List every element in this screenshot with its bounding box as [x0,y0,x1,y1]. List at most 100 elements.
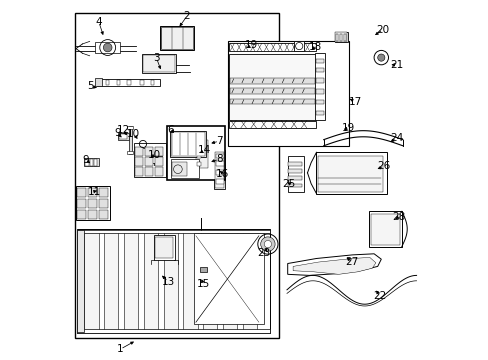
Bar [142,54,176,73]
Bar [77,230,269,233]
Bar [215,170,223,175]
Bar [88,210,97,219]
Bar [77,199,86,208]
Text: 19: 19 [244,40,257,50]
Bar [144,167,153,176]
Text: 26: 26 [377,161,390,171]
Text: 7: 7 [216,136,222,146]
Bar [196,162,201,166]
Bar [242,231,257,331]
Text: 28: 28 [392,212,405,222]
Text: 1: 1 [117,344,123,354]
Text: 18: 18 [308,42,322,52]
Bar [77,229,269,333]
Bar [153,235,174,260]
Text: 6: 6 [167,125,174,135]
Bar [160,26,194,50]
Circle shape [103,43,112,52]
Bar [196,140,201,144]
Bar [97,79,160,86]
Bar [77,210,86,219]
Bar [77,188,86,197]
Bar [127,80,131,85]
Bar [99,210,108,219]
Bar [106,80,109,85]
Bar [128,126,132,154]
Bar [315,68,323,72]
Bar [95,78,102,86]
Bar [229,121,315,128]
Text: 21: 21 [389,60,402,70]
Bar [163,231,178,331]
Bar [230,99,314,104]
Bar [213,150,225,189]
Bar [84,158,99,166]
Bar [170,132,204,156]
Bar [144,157,153,166]
Text: 4: 4 [95,17,102,27]
Bar [288,184,302,187]
Text: 3: 3 [153,53,159,63]
Bar [194,233,264,324]
Text: 9: 9 [82,155,89,165]
Bar [315,59,323,63]
Text: 20: 20 [376,24,389,35]
Bar [85,159,88,166]
Text: 11: 11 [87,186,101,197]
Polygon shape [292,257,375,274]
Text: 10: 10 [127,129,140,139]
Text: 10: 10 [148,150,161,160]
Bar [288,169,302,173]
Bar [287,156,303,192]
Text: 23: 23 [257,248,270,258]
Bar [143,231,158,331]
Bar [194,138,209,170]
Bar [127,151,133,154]
Circle shape [264,240,271,248]
Text: 25: 25 [281,179,294,189]
Bar [167,126,224,180]
Bar [200,267,206,272]
Bar [230,88,314,94]
Circle shape [377,54,384,61]
Bar [288,162,302,166]
Text: 17: 17 [348,96,361,107]
Bar [335,32,347,42]
Bar [118,133,128,140]
Text: 22: 22 [372,291,386,301]
Bar [196,140,208,168]
Bar [133,143,166,177]
Bar [151,80,154,85]
Bar [140,80,143,85]
Text: 8: 8 [216,154,222,164]
Circle shape [260,237,275,251]
Bar [99,199,108,208]
Bar [343,34,346,41]
Bar [77,329,269,333]
Bar [75,13,278,338]
Text: 13: 13 [161,276,174,287]
Bar [215,154,223,158]
Bar [315,78,323,83]
Bar [155,157,163,166]
Bar [134,147,143,156]
Bar [370,214,399,245]
Bar [94,159,97,166]
Bar [315,100,323,104]
Bar [89,159,93,166]
Bar [339,34,342,41]
Bar [215,161,223,166]
Bar [196,155,201,158]
Text: 5: 5 [87,81,94,91]
Text: 2: 2 [183,11,190,21]
Bar [99,188,108,197]
Bar [334,32,347,42]
Bar [117,80,120,85]
Bar [294,41,304,51]
Bar [76,186,110,220]
Bar [155,167,163,176]
Text: 15: 15 [196,279,209,289]
Bar [151,156,162,163]
Text: 27: 27 [345,257,358,267]
Bar [144,147,153,156]
